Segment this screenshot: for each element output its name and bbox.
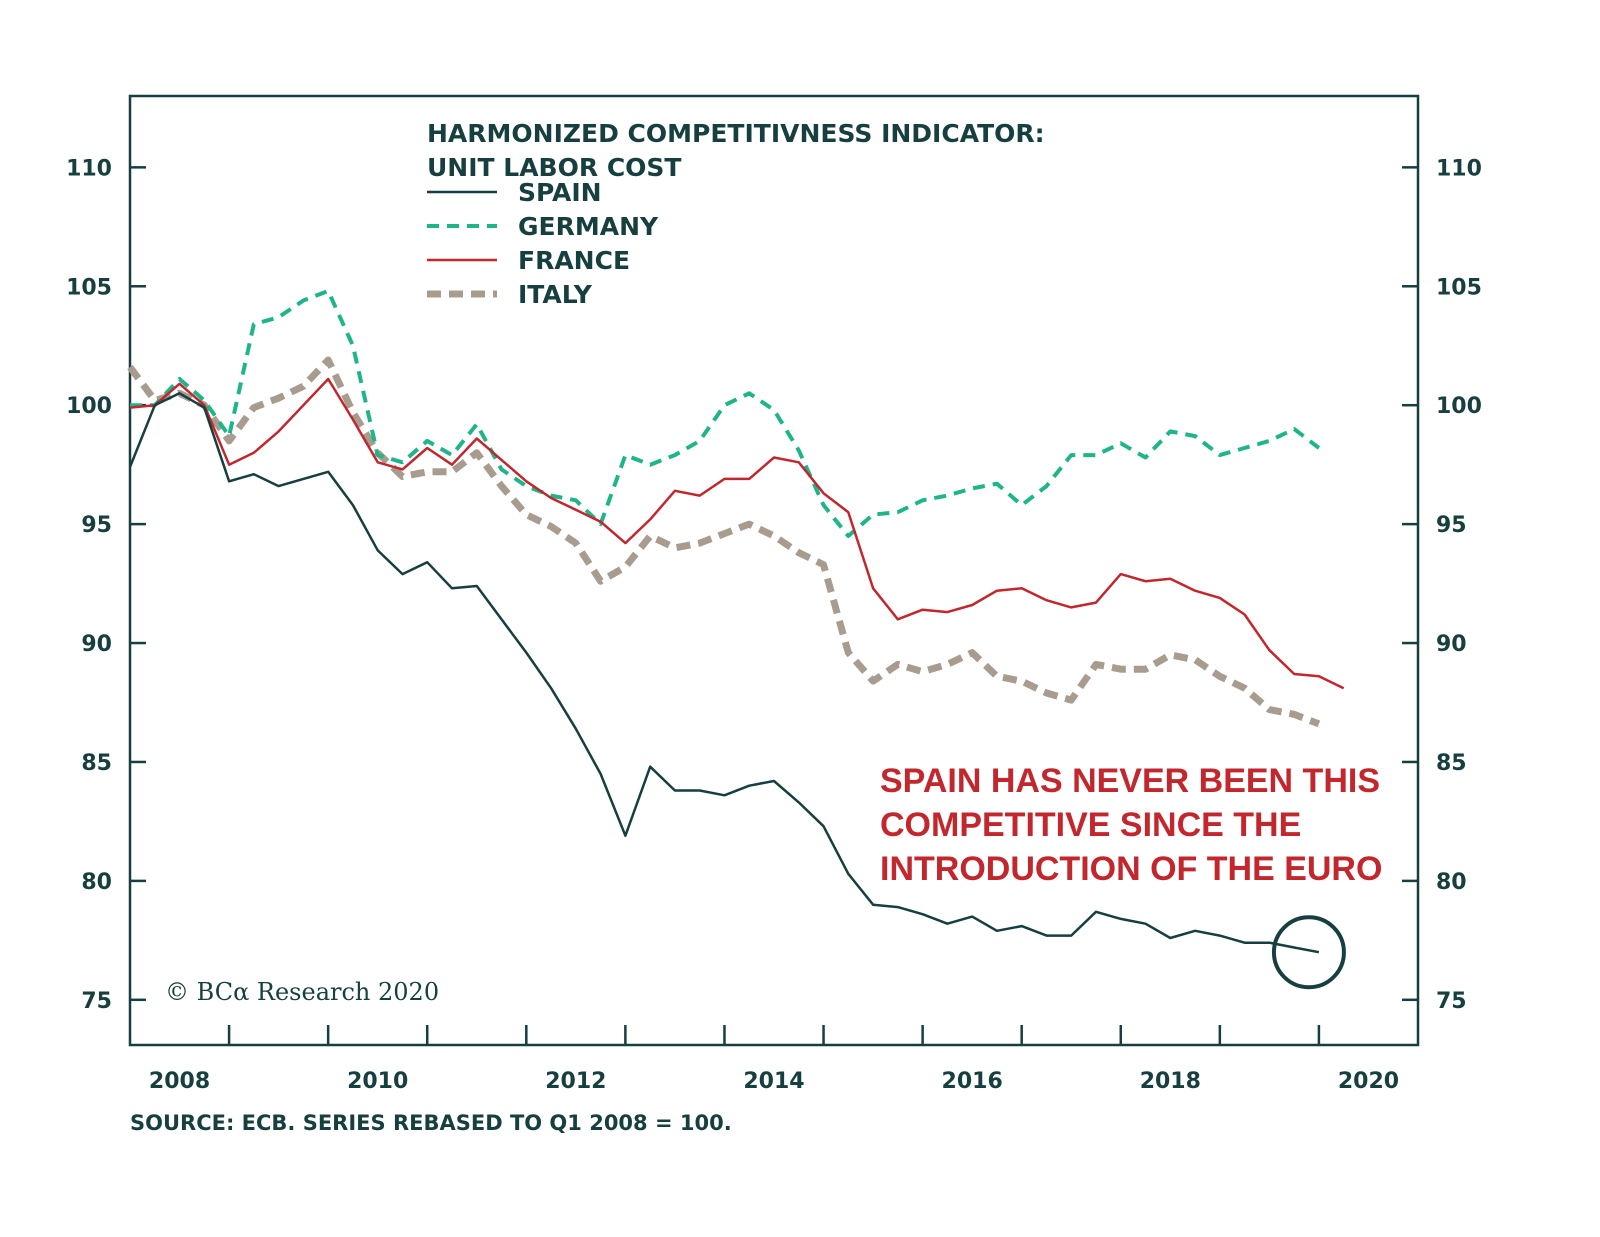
x-tick-label: 2020 [1338, 1069, 1399, 1094]
y-tick-label-right: 95 [1436, 513, 1467, 538]
x-tick-label: 2008 [149, 1069, 210, 1094]
y-tick-label-left: 80 [81, 870, 112, 895]
y-tick-label-right: 75 [1436, 989, 1467, 1014]
annotation-text: INTRODUCTION OF THE EURO [880, 850, 1382, 888]
y-tick-label-left: 85 [81, 751, 112, 776]
y-tick-label-right: 90 [1436, 632, 1467, 657]
series-line-spain [128, 392, 1320, 954]
annotation-text: COMPETITIVE SINCE THE [880, 806, 1301, 844]
y-tick-label-left: 110 [66, 156, 112, 181]
x-tick-label: 2014 [743, 1069, 804, 1094]
x-tick-label: 2010 [347, 1069, 408, 1094]
y-tick-label-left: 90 [81, 632, 112, 657]
y-tick-label-right: 100 [1436, 394, 1482, 419]
source-note: SOURCE: ECB. SERIES REBASED TO Q1 2008 =… [130, 1111, 732, 1135]
y-tick-label-right: 80 [1436, 870, 1467, 895]
x-tick-label: 2018 [1140, 1069, 1201, 1094]
highlight-circle [1271, 915, 1346, 990]
x-tick-label: 2012 [545, 1069, 606, 1094]
legend-label-italy: ITALY [518, 280, 593, 309]
x-tick-label: 2016 [942, 1069, 1003, 1094]
legend-label-germany: GERMANY [518, 212, 659, 241]
y-tick-label-left: 95 [81, 513, 112, 538]
y-tick-label-right: 85 [1436, 751, 1467, 776]
y-tick-label-left: 100 [66, 394, 112, 419]
legend-label-france: FRANCE [518, 246, 630, 275]
legend-title: HARMONIZED COMPETITIVNESS INDICATOR: [427, 119, 1045, 148]
plot-frame [128, 94, 1420, 1047]
legend-subtitle: UNIT LABOR COST [427, 153, 681, 182]
annotation-text: SPAIN HAS NEVER BEEN THIS [880, 762, 1380, 800]
y-tick-label-right: 110 [1436, 156, 1482, 181]
y-tick-label-right: 105 [1436, 275, 1482, 300]
y-tick-label-left: 75 [81, 989, 112, 1014]
series-line-germany [130, 289, 1321, 538]
copyright: © BCα Research 2020 [165, 978, 439, 1006]
series-line-france [129, 377, 1345, 690]
series-line-italy [127, 356, 1321, 728]
legend-label-spain: SPAIN [518, 178, 602, 207]
y-tick-label-left: 105 [66, 275, 112, 300]
